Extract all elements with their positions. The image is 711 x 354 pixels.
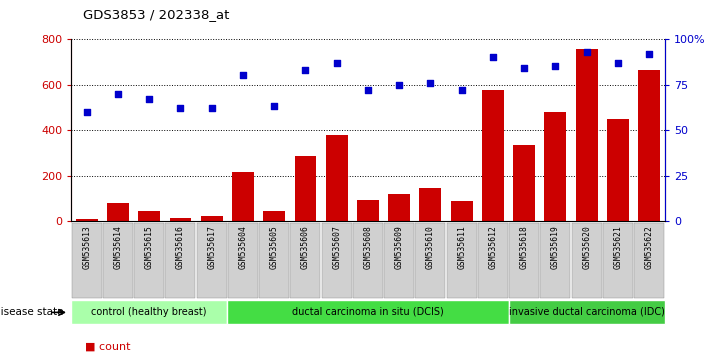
Point xyxy=(393,82,405,87)
Point xyxy=(206,105,218,111)
FancyBboxPatch shape xyxy=(447,223,476,298)
Text: GSM535613: GSM535613 xyxy=(82,225,91,269)
Text: GSM535611: GSM535611 xyxy=(457,225,466,269)
FancyBboxPatch shape xyxy=(508,301,665,324)
Point xyxy=(144,96,155,102)
Text: ■ count: ■ count xyxy=(85,342,131,352)
Text: GSM535616: GSM535616 xyxy=(176,225,185,269)
FancyBboxPatch shape xyxy=(572,223,602,298)
FancyBboxPatch shape xyxy=(540,223,570,298)
Text: GSM535612: GSM535612 xyxy=(488,225,498,269)
Text: GSM535605: GSM535605 xyxy=(269,225,279,269)
Bar xyxy=(201,216,223,221)
Text: GSM535622: GSM535622 xyxy=(645,225,653,269)
Bar xyxy=(451,201,473,221)
Text: GSM535607: GSM535607 xyxy=(332,225,341,269)
Bar xyxy=(513,145,535,221)
FancyBboxPatch shape xyxy=(603,223,633,298)
FancyBboxPatch shape xyxy=(415,223,445,298)
Bar xyxy=(326,135,348,221)
Text: GDS3853 / 202338_at: GDS3853 / 202338_at xyxy=(83,8,230,21)
Bar xyxy=(638,70,660,221)
FancyBboxPatch shape xyxy=(103,223,133,298)
Bar xyxy=(76,219,97,221)
Point xyxy=(331,60,343,65)
Point xyxy=(112,91,124,96)
Text: GSM535618: GSM535618 xyxy=(520,225,529,269)
FancyBboxPatch shape xyxy=(228,301,508,324)
FancyBboxPatch shape xyxy=(260,223,289,298)
Point xyxy=(269,104,280,109)
Point xyxy=(237,73,249,78)
Text: GSM535615: GSM535615 xyxy=(145,225,154,269)
FancyBboxPatch shape xyxy=(478,223,508,298)
Point xyxy=(581,49,592,55)
FancyBboxPatch shape xyxy=(321,223,352,298)
FancyBboxPatch shape xyxy=(197,223,227,298)
Text: GSM535617: GSM535617 xyxy=(207,225,216,269)
Bar xyxy=(169,218,191,221)
Text: control (healthy breast): control (healthy breast) xyxy=(92,307,207,317)
Point xyxy=(487,54,498,60)
Text: GSM535610: GSM535610 xyxy=(426,225,435,269)
Bar xyxy=(138,211,160,221)
Point xyxy=(643,51,655,56)
FancyBboxPatch shape xyxy=(634,223,664,298)
FancyBboxPatch shape xyxy=(166,223,196,298)
Text: GSM535608: GSM535608 xyxy=(363,225,373,269)
Text: GSM535621: GSM535621 xyxy=(614,225,622,269)
Bar xyxy=(107,203,129,221)
Text: GSM535604: GSM535604 xyxy=(238,225,247,269)
FancyBboxPatch shape xyxy=(71,301,228,324)
Bar xyxy=(607,119,629,221)
FancyBboxPatch shape xyxy=(72,223,102,298)
Bar xyxy=(232,172,254,221)
Point xyxy=(362,87,374,93)
Point xyxy=(300,67,311,73)
Bar xyxy=(482,90,504,221)
Point xyxy=(424,80,436,86)
Text: GSM535619: GSM535619 xyxy=(551,225,560,269)
Text: ductal carcinoma in situ (DCIS): ductal carcinoma in situ (DCIS) xyxy=(292,307,444,317)
Point xyxy=(550,63,561,69)
Bar xyxy=(388,194,410,221)
FancyBboxPatch shape xyxy=(228,223,258,298)
FancyBboxPatch shape xyxy=(384,223,415,298)
FancyBboxPatch shape xyxy=(509,223,539,298)
Bar xyxy=(545,112,567,221)
Point xyxy=(518,65,530,71)
Bar xyxy=(357,200,379,221)
FancyBboxPatch shape xyxy=(291,223,321,298)
Bar xyxy=(294,156,316,221)
Bar xyxy=(263,211,285,221)
Text: GSM535614: GSM535614 xyxy=(114,225,122,269)
Text: GSM535609: GSM535609 xyxy=(395,225,404,269)
Bar xyxy=(576,49,598,221)
Bar xyxy=(419,188,442,221)
Text: GSM535606: GSM535606 xyxy=(301,225,310,269)
Point xyxy=(456,87,467,93)
Text: invasive ductal carcinoma (IDC): invasive ductal carcinoma (IDC) xyxy=(509,307,665,317)
FancyBboxPatch shape xyxy=(134,223,164,298)
Point xyxy=(612,60,624,65)
FancyBboxPatch shape xyxy=(353,223,383,298)
Text: GSM535620: GSM535620 xyxy=(582,225,591,269)
Point xyxy=(81,109,92,115)
Point xyxy=(175,105,186,111)
Text: disease state: disease state xyxy=(0,307,64,318)
